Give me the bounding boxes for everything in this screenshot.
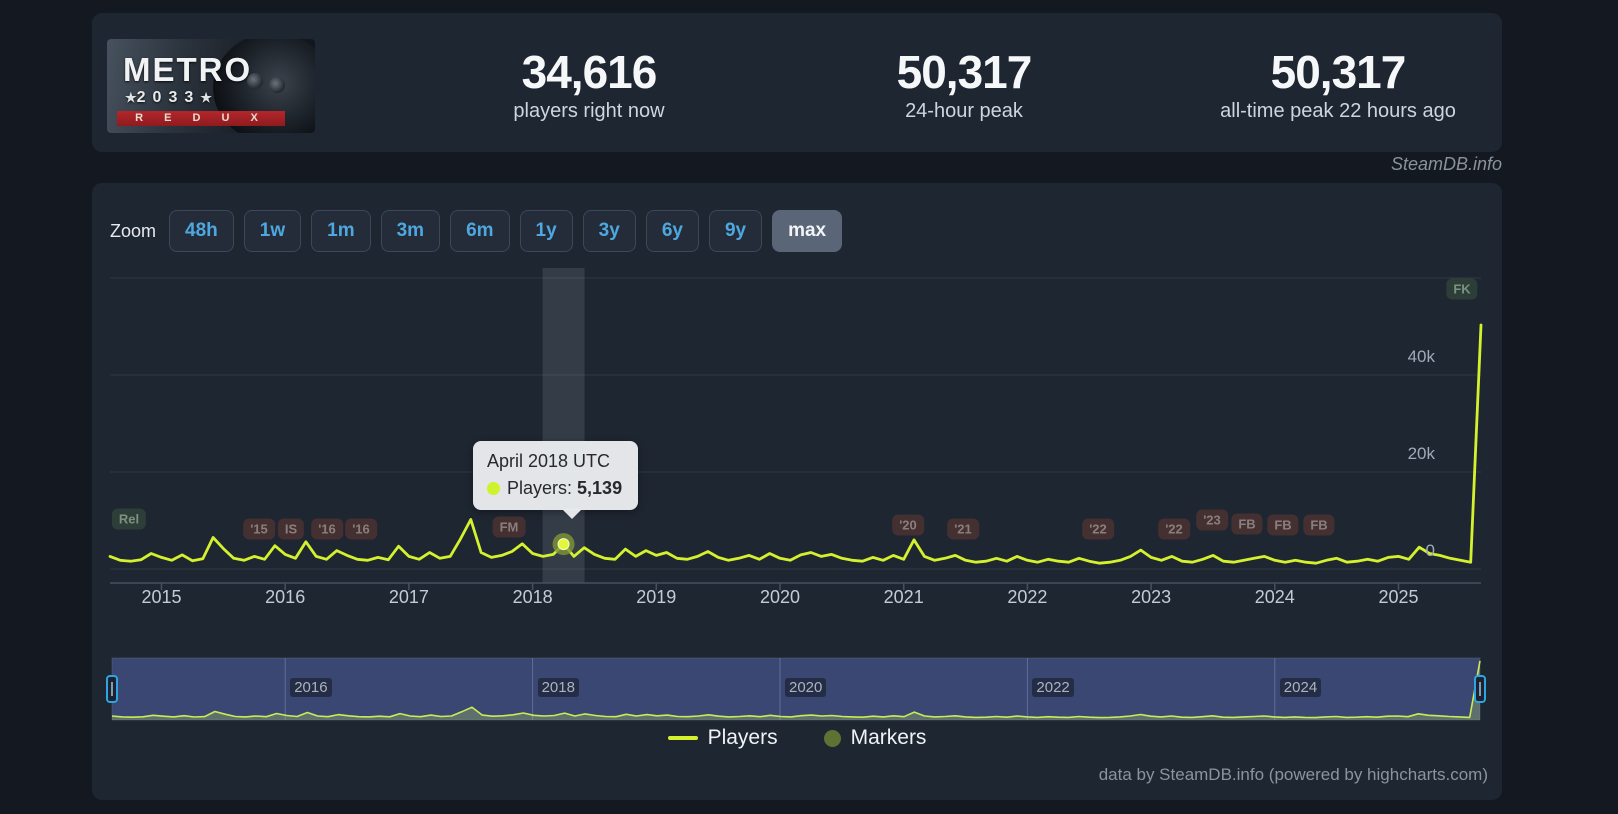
stat-24h-peak: 50,317 24-hour peak: [794, 47, 1134, 123]
chart-credit-links[interactable]: data by SteamDB.info (powered by highcha…: [1098, 765, 1488, 784]
zoom-range-1w[interactable]: 1w: [243, 210, 302, 252]
alltime-peak-label: all-time peak 22 hours ago: [1220, 100, 1456, 122]
tooltip-value: 5,139: [577, 478, 623, 498]
game-logo-redux: R E D U X: [117, 111, 285, 126]
game-logo-metro: METRO: [123, 51, 253, 88]
players-series-line[interactable]: [108, 323, 1483, 565]
gas-mask-lens: [247, 73, 263, 89]
alltime-peak-value: 50,317: [1270, 46, 1407, 98]
x-axis-label-2016: 2016: [265, 587, 306, 607]
tooltip-series-label: Players:: [507, 478, 573, 498]
star-icon: ★: [125, 90, 137, 105]
navigator-label-2022: 2022: [1032, 678, 1074, 697]
peak-24h-label: 24-hour peak: [905, 100, 1023, 122]
zoom-range-3m[interactable]: 3m: [380, 210, 441, 252]
marker-badge-23[interactable]: '23: [1196, 509, 1228, 531]
legend-item-markers[interactable]: Markers: [823, 726, 927, 750]
x-axis-label-2025: 2025: [1378, 587, 1419, 607]
legend-item-players[interactable]: Players: [667, 726, 778, 750]
player-chart-card: Zoom 48h 1w 1m 3m 6m 1y 3y 6y 9y max April 2018 U…: [92, 183, 1502, 800]
x-axis-label-2017: 2017: [388, 587, 429, 607]
marker-badge-16[interactable]: '16: [345, 518, 377, 540]
player-chart-svg[interactable]: [92, 183, 1502, 800]
navigator-label-2020: 2020: [785, 678, 827, 697]
marker-badge-is[interactable]: IS: [277, 518, 305, 540]
marker-badge-fb[interactable]: FB: [1267, 514, 1299, 536]
zoom-label: Zoom: [110, 220, 157, 241]
marker-badge-21[interactable]: '21: [947, 518, 979, 540]
players-line-icon: [667, 736, 698, 740]
tooltip-date: April 2018 UTC: [487, 451, 611, 471]
zoom-range-1m[interactable]: 1m: [311, 210, 371, 252]
y-axis-label-40k: 40k: [1407, 347, 1435, 366]
x-axis-label-2019: 2019: [636, 587, 677, 607]
gas-mask-lens: [269, 77, 285, 93]
x-axis-label-2022: 2022: [1007, 587, 1048, 607]
marker-badge-22[interactable]: '22: [1082, 518, 1114, 540]
x-axis-label-2024: 2024: [1254, 587, 1295, 607]
marker-badge-fm[interactable]: FM: [492, 516, 526, 538]
game-stats-header: METRO ★2033★ R E D U X 34,616 players ri…: [92, 13, 1502, 152]
navigator-label-2018: 2018: [537, 678, 579, 697]
marker-badge-fb[interactable]: FB: [1303, 514, 1335, 536]
player-count-chart[interactable]: April 2018 UTC Players: 5,139 Players Ma…: [92, 183, 1502, 800]
legend-players-label: Players: [707, 726, 778, 749]
markers-circle-icon: [823, 729, 841, 747]
star-icon: ★: [200, 90, 212, 105]
marker-badge-fb[interactable]: FB: [1231, 513, 1263, 535]
game-capsule-image: METRO ★2033★ R E D U X: [107, 39, 315, 133]
players-now-value: 34,616: [521, 46, 658, 98]
zoom-range-max[interactable]: max: [772, 210, 843, 252]
stat-players-now: 34,616 players right now: [419, 47, 759, 123]
series-dot-icon: [487, 482, 500, 495]
navigator-label-2016: 2016: [290, 678, 332, 697]
marker-badge-rel[interactable]: Rel: [111, 508, 147, 530]
steamdb-watermark-link[interactable]: SteamDB.info: [1390, 154, 1502, 174]
navigator-handle-right[interactable]: [1474, 675, 1486, 703]
marker-badge-20[interactable]: '20: [892, 514, 924, 536]
chart-tooltip: April 2018 UTC Players: 5,139: [473, 441, 639, 519]
marker-badge-22[interactable]: '22: [1158, 518, 1190, 540]
zoom-range-6m[interactable]: 6m: [450, 210, 510, 252]
y-axis-label-20k: 20k: [1407, 444, 1435, 463]
hovered-point-marker: [557, 538, 570, 551]
navigator-series-line: [111, 660, 1481, 719]
hover-band: [542, 268, 585, 583]
zoom-range-1y[interactable]: 1y: [519, 210, 573, 252]
marker-badge-fk[interactable]: FK: [1446, 278, 1478, 300]
zoom-range-toolbar: Zoom 48h 1w 1m 3m 6m 1y 3y 6y 9y max: [110, 210, 843, 252]
navigator-handle-left[interactable]: [106, 675, 118, 703]
game-logo-year: ★2033★: [125, 89, 212, 106]
x-axis-label-2015: 2015: [141, 587, 182, 607]
chart-legend: Players Markers: [92, 726, 1502, 750]
zoom-range-48h[interactable]: 48h: [169, 210, 234, 252]
zoom-range-3y[interactable]: 3y: [582, 210, 636, 252]
stat-alltime-peak: 50,317 all-time peak 22 hours ago: [1168, 47, 1508, 123]
zoom-range-6y[interactable]: 6y: [645, 210, 699, 252]
zoom-range-9y[interactable]: 9y: [708, 210, 763, 252]
x-axis-label-2020: 2020: [759, 587, 801, 607]
marker-badge-15[interactable]: '15: [243, 518, 275, 540]
x-axis-label-2018: 2018: [512, 587, 553, 607]
navigator-label-2024: 2024: [1279, 678, 1322, 697]
x-axis-label-2023: 2023: [1131, 587, 1172, 607]
peak-24h-value: 50,317: [896, 46, 1033, 98]
y-axis-label-0: 0: [1425, 541, 1435, 560]
players-now-label: players right now: [513, 100, 665, 122]
x-axis-label-2021: 2021: [883, 587, 924, 607]
marker-badge-16[interactable]: '16: [311, 518, 343, 540]
legend-markers-label: Markers: [850, 726, 927, 749]
